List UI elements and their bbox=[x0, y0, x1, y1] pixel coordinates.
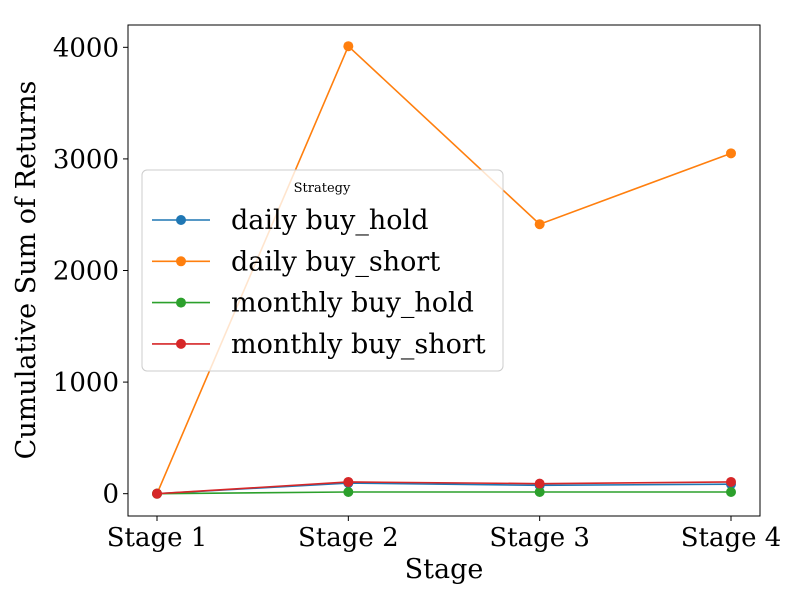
data-point bbox=[343, 487, 354, 498]
y-tick-label: 4000 bbox=[53, 33, 119, 63]
legend-label: monthly buy_short bbox=[231, 329, 486, 360]
x-tick-label: Stage 1 bbox=[107, 523, 208, 553]
data-point bbox=[534, 478, 545, 489]
legend-label: monthly buy_hold bbox=[231, 288, 474, 319]
y-tick-label: 1000 bbox=[53, 368, 119, 398]
x-tick-label: Stage 4 bbox=[681, 523, 782, 553]
y-tick-label: 2000 bbox=[53, 257, 119, 287]
series-monthly-buy-short bbox=[152, 476, 736, 499]
legend-entry: daily buy_short bbox=[152, 246, 440, 277]
legend-marker bbox=[176, 256, 186, 267]
series-layer bbox=[152, 41, 736, 499]
legend-entry: daily buy_hold bbox=[152, 205, 428, 236]
x-tick-label: Stage 3 bbox=[489, 523, 590, 553]
y-tick-label: 0 bbox=[102, 480, 119, 510]
legend-marker bbox=[176, 215, 186, 225]
legend-entry: monthly buy_hold bbox=[152, 288, 474, 319]
data-point bbox=[534, 219, 545, 230]
legend-entry: monthly buy_short bbox=[152, 329, 486, 360]
legend-label: daily buy_hold bbox=[231, 205, 428, 236]
data-point bbox=[534, 487, 545, 498]
data-point bbox=[726, 487, 736, 498]
series-line bbox=[156, 491, 731, 495]
x-axis: Stage 1 Stage 2 Stage 3 Stage 4 bbox=[107, 516, 782, 553]
x-tick-label: Stage 2 bbox=[298, 523, 399, 553]
x-axis-label: Stage bbox=[405, 554, 484, 585]
legend-title: Strategy bbox=[294, 181, 351, 196]
data-point bbox=[152, 488, 162, 499]
y-tick-label: 3000 bbox=[53, 145, 119, 175]
data-point bbox=[343, 41, 354, 52]
legend-marker bbox=[176, 297, 186, 308]
legend-box bbox=[141, 169, 504, 372]
data-point bbox=[343, 476, 354, 487]
y-axis: 0 1000 2000 3000 4000 bbox=[53, 33, 128, 510]
legend-marker bbox=[176, 338, 186, 349]
legend-label: daily buy_short bbox=[231, 246, 440, 277]
data-point bbox=[726, 476, 736, 487]
y-axis-label: Cumulative Sum of Returns bbox=[11, 81, 42, 460]
series-line bbox=[156, 481, 732, 495]
data-point bbox=[726, 148, 736, 159]
